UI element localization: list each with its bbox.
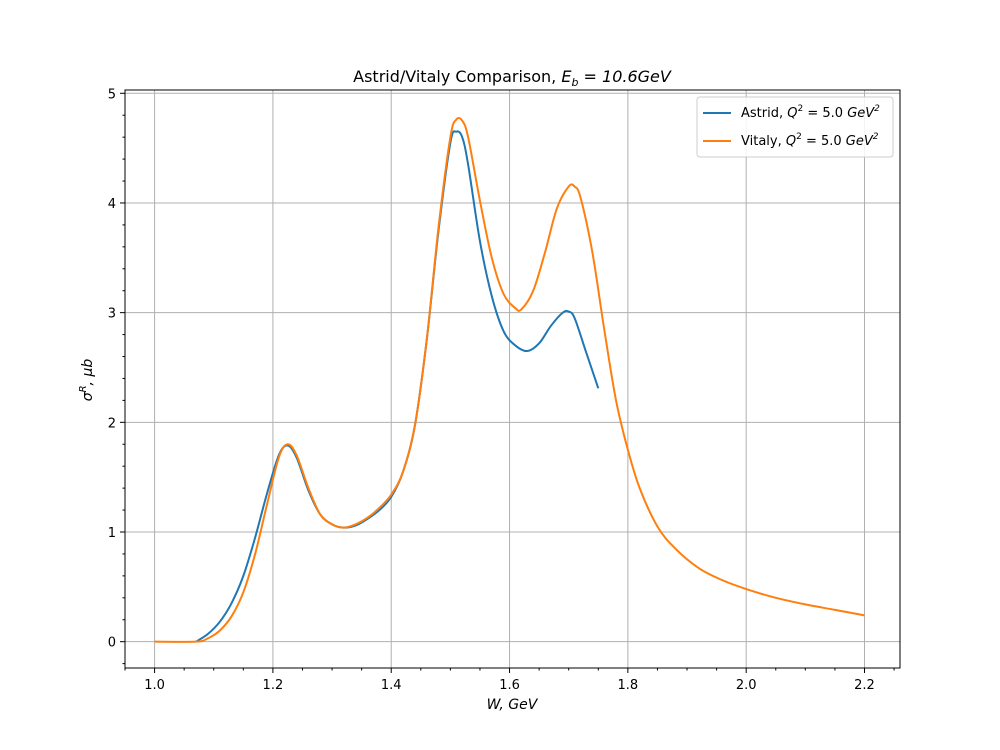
plot-lines <box>154 116 865 643</box>
x-tick-label: 1.4 <box>381 678 402 693</box>
plot-frame <box>124 89 901 669</box>
x-tick-label: 1.2 <box>263 678 284 693</box>
x-tick-label: 2.0 <box>736 678 757 693</box>
series-line-astrid <box>195 130 600 643</box>
x-tick-label: 1.8 <box>618 678 639 693</box>
series-line-vitaly <box>154 116 865 643</box>
y-tick-label: 2 <box>108 416 116 431</box>
y-tick-label: 1 <box>108 526 116 541</box>
x-axis-label: W, GeV <box>487 697 539 713</box>
y-tick-label: 0 <box>108 636 116 651</box>
legend-label-astrid: Astrid, Q2 = 5.0 GeV2 <box>741 104 880 121</box>
legend-box <box>696 96 894 158</box>
y-axis-label: σR, μb <box>78 359 96 402</box>
legend: Astrid, Q2 = 5.0 GeV2 Vitaly, Q2 = 5.0 G… <box>696 96 894 158</box>
chart-title: Astrid/Vitaly Comparison, Eb = 10.6GeV <box>353 67 672 89</box>
y-tick-label: 3 <box>108 307 116 322</box>
x-tick-label: 2.2 <box>854 678 875 693</box>
legend-label-vitaly: Vitaly, Q2 = 5.0 GeV2 <box>741 132 879 149</box>
grid <box>125 90 900 668</box>
x-tick-label: 1.0 <box>144 678 165 693</box>
y-tick-label: 5 <box>108 87 116 102</box>
y-tick-label: 4 <box>108 197 116 212</box>
x-tick-label: 1.6 <box>499 678 520 693</box>
axis-ticks: 1.0 1.2 1.4 1.6 1.8 2.0 2.2 0 1 2 3 4 5 <box>108 87 895 693</box>
